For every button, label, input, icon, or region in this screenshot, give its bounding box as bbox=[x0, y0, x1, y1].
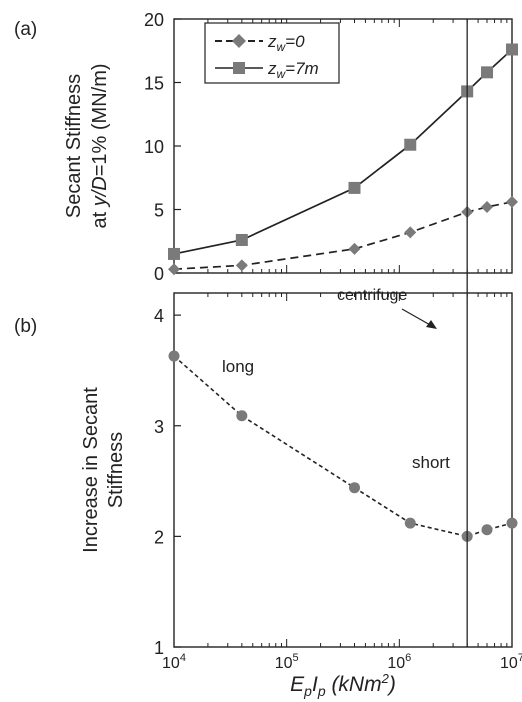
legend-marker-square bbox=[233, 62, 245, 74]
legend-marker-diamond bbox=[232, 34, 246, 48]
ylabel-prefix: at bbox=[89, 206, 111, 228]
legend: zw=0 zw=7m bbox=[204, 22, 340, 84]
data-point-diamond bbox=[404, 226, 417, 239]
annotation-short: short bbox=[412, 453, 450, 472]
annotation-long: long bbox=[222, 357, 254, 376]
y-tick-label: 20 bbox=[144, 10, 164, 30]
data-point-diamond bbox=[168, 263, 180, 276]
y-tick-label: 5 bbox=[154, 201, 164, 221]
data-point-diamond bbox=[481, 200, 494, 213]
x-axis-title: EpIp (kNm2) bbox=[290, 671, 396, 699]
y-tick-label: 10 bbox=[144, 137, 164, 157]
y-tick-label: 2 bbox=[154, 527, 164, 547]
series-line-increase bbox=[173, 355, 513, 538]
panel-b-label: (b) bbox=[14, 316, 37, 337]
data-point-diamond bbox=[506, 195, 518, 208]
data-point-square bbox=[168, 247, 180, 260]
panel-b-y-ticks: 1 2 3 4 bbox=[154, 306, 181, 658]
data-point-square bbox=[506, 43, 518, 56]
y-tick-label: 3 bbox=[154, 417, 164, 437]
data-point-circle bbox=[236, 410, 248, 422]
centrifuge-arrow bbox=[401, 308, 437, 329]
data-point-diamond bbox=[348, 242, 361, 255]
x-tick-label: 106 bbox=[387, 652, 411, 672]
panel-a-y-ticks: 0 5 10 15 20 bbox=[144, 10, 181, 284]
panel-a-ylabel-line2: at y/D=1% (MN/m) bbox=[89, 63, 111, 228]
annotation-centrifuge: centrifuge bbox=[337, 287, 407, 304]
y-tick-label: 15 bbox=[144, 74, 164, 94]
panel-b-axes: 1 2 3 4 bbox=[154, 292, 513, 658]
data-point-square bbox=[235, 233, 248, 246]
ylabel-var: y/D bbox=[89, 176, 111, 208]
data-point-circle bbox=[168, 350, 180, 362]
data-point-circle bbox=[404, 517, 416, 529]
data-point-circle bbox=[506, 517, 518, 529]
panel-a-label: (a) bbox=[14, 19, 37, 40]
panel-b-frame bbox=[173, 292, 513, 648]
data-point-square bbox=[481, 66, 494, 79]
y-tick-label: 0 bbox=[154, 264, 164, 284]
data-point-square bbox=[404, 138, 417, 151]
x-tick-label: 105 bbox=[275, 652, 299, 672]
panel-b-series bbox=[168, 350, 518, 542]
panel-b-ylabel-line1: Increase in Secant bbox=[80, 387, 102, 553]
y-tick-label: 1 bbox=[154, 638, 164, 658]
data-point-circle bbox=[481, 524, 493, 536]
panel-a-ylabel-line1: Secant Stiffness bbox=[63, 74, 85, 218]
panel-b-x-ticks bbox=[173, 293, 513, 647]
data-point-square bbox=[348, 181, 361, 194]
data-point-circle bbox=[348, 482, 360, 494]
legend-label-zw0: zw=0 bbox=[267, 32, 305, 54]
panel-a-series bbox=[168, 43, 518, 276]
legend-box bbox=[204, 22, 340, 84]
ylabel-suffix: =1% (MN/m) bbox=[89, 63, 111, 176]
y-tick-label: 4 bbox=[154, 306, 164, 326]
legend-label-zw7: zw=7m bbox=[267, 59, 319, 81]
data-point-diamond bbox=[235, 259, 248, 272]
x-tick-label: 104 bbox=[162, 652, 186, 672]
panel-b-ylabel-line2: Stiffness bbox=[105, 432, 127, 508]
x-tick-label: 107 bbox=[500, 652, 522, 672]
x-tick-labels: 104 105 106 107 bbox=[162, 652, 522, 672]
